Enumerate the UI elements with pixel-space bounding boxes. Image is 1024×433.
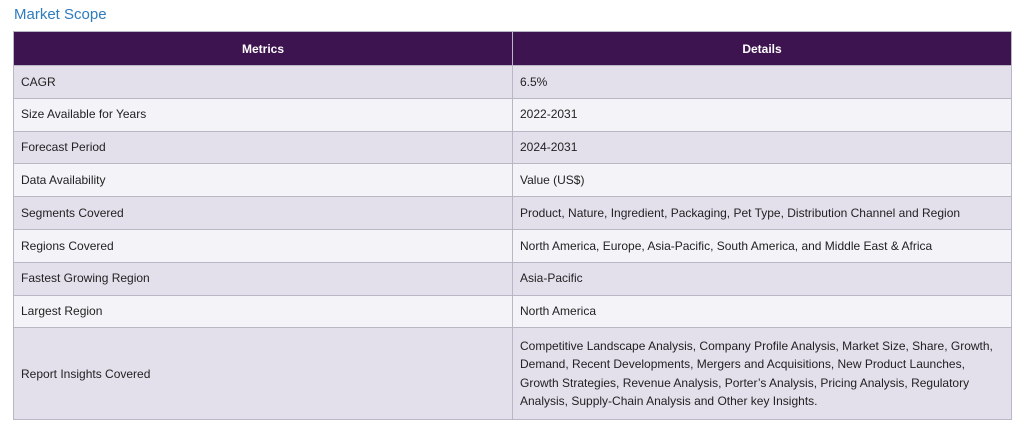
details-cell: 2022-2031 [512, 97, 1012, 132]
table-header-row: Metrics Details [13, 31, 1012, 66]
metric-cell: Report Insights Covered [13, 327, 513, 421]
details-cell: 2024-2031 [512, 130, 1012, 165]
table-row: Data Availability Value (US$) [13, 163, 1012, 198]
market-scope-table: Metrics Details CAGR 6.5% Size Available… [13, 31, 1012, 421]
table-row: Size Available for Years 2022-2031 [13, 97, 1012, 132]
details-cell: North America [512, 294, 1012, 329]
metric-cell: Forecast Period [13, 130, 513, 165]
metric-cell: Size Available for Years [13, 97, 513, 132]
table-row: Fastest Growing Region Asia-Pacific [13, 261, 1012, 296]
header-metrics: Metrics [13, 31, 513, 66]
details-cell: Product, Nature, Ingredient, Packaging, … [512, 196, 1012, 230]
metric-cell: Largest Region [13, 294, 513, 329]
metric-cell: Regions Covered [13, 228, 513, 263]
table-row: Forecast Period 2024-2031 [13, 130, 1012, 165]
table-row: Largest Region North America [13, 294, 1012, 329]
details-cell: North America, Europe, Asia-Pacific, Sou… [512, 228, 1012, 263]
header-details: Details [512, 31, 1012, 66]
details-cell: Competitive Landscape Analysis, Company … [512, 327, 1012, 421]
details-cell: Asia-Pacific [512, 261, 1012, 296]
table-row: Regions Covered North America, Europe, A… [13, 228, 1012, 263]
metric-cell: CAGR [13, 65, 513, 99]
table-row: Segments Covered Product, Nature, Ingred… [13, 196, 1012, 230]
metric-cell: Segments Covered [13, 196, 513, 230]
metric-cell: Data Availability [13, 163, 513, 198]
details-cell: 6.5% [512, 65, 1012, 99]
table-row: CAGR 6.5% [13, 65, 1012, 99]
table-row: Report Insights Covered Competitive Land… [13, 327, 1012, 421]
section-title: Market Scope [14, 6, 107, 23]
metric-cell: Fastest Growing Region [13, 261, 513, 296]
details-cell: Value (US$) [512, 163, 1012, 198]
